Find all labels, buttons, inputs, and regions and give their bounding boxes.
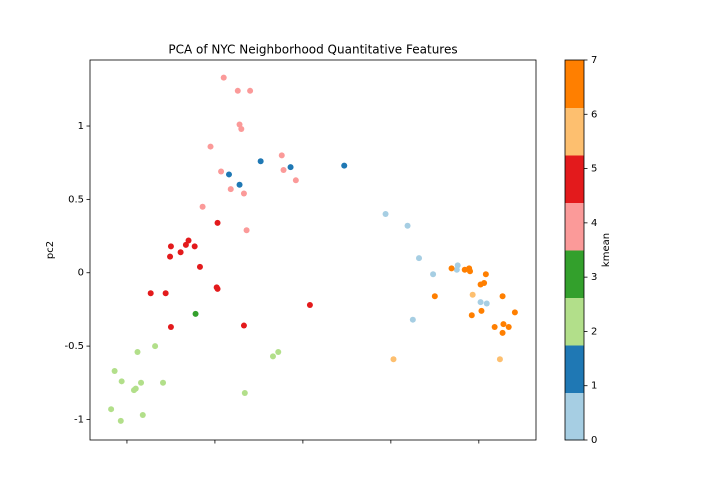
point <box>491 324 498 331</box>
colorbar-segment <box>565 297 584 346</box>
point <box>496 356 503 363</box>
point <box>240 322 247 329</box>
point <box>341 162 348 169</box>
point <box>167 243 174 250</box>
point <box>482 271 489 278</box>
point <box>147 290 154 297</box>
colorbar-tick-label: 2 <box>591 326 597 337</box>
point <box>280 167 287 174</box>
point <box>477 281 484 288</box>
point <box>207 143 214 150</box>
point <box>162 290 169 297</box>
point <box>234 87 241 94</box>
point <box>269 353 276 360</box>
point <box>139 412 146 419</box>
colorbar-segment <box>565 392 584 441</box>
point <box>191 243 198 250</box>
colorbar-segment <box>565 250 584 298</box>
y-tick-label: 0 <box>78 268 84 279</box>
point <box>499 293 506 300</box>
point <box>199 203 206 210</box>
y-tick-label: -0.5 <box>64 341 84 352</box>
point <box>292 177 299 184</box>
point <box>500 321 507 328</box>
point <box>160 379 167 386</box>
point <box>478 307 485 314</box>
chart-title: PCA of NYC Neighborhood Quantitative Fea… <box>168 43 457 57</box>
point <box>218 168 225 175</box>
point <box>390 356 397 363</box>
point <box>409 316 416 323</box>
point <box>214 219 221 226</box>
point <box>240 190 247 197</box>
point <box>511 309 518 316</box>
point <box>227 186 234 193</box>
y-axis-label: pc2 <box>45 241 56 259</box>
point <box>257 158 264 165</box>
point <box>483 300 490 307</box>
point <box>138 379 145 386</box>
y-tick-label: 1 <box>78 121 84 132</box>
colorbar-tick-label: 5 <box>591 164 597 175</box>
point <box>152 343 159 350</box>
point <box>430 271 437 278</box>
point <box>118 378 125 385</box>
point <box>467 268 474 275</box>
point <box>236 181 243 188</box>
point <box>278 152 285 159</box>
point <box>241 390 248 397</box>
point <box>238 125 245 132</box>
point <box>192 310 199 317</box>
point <box>117 417 124 424</box>
colorbar-segment <box>565 107 584 156</box>
colorbar-tick-label: 3 <box>591 272 597 283</box>
point <box>469 291 476 298</box>
point <box>111 368 118 375</box>
point <box>167 253 174 260</box>
point <box>177 249 184 256</box>
point <box>225 171 232 178</box>
colorbar-tick-label: 7 <box>591 55 597 66</box>
colorbar-segment <box>565 60 584 108</box>
colorbar-frame <box>564 59 585 441</box>
point <box>382 211 389 218</box>
point <box>214 285 221 292</box>
point <box>185 237 192 244</box>
colorbar-segment <box>565 345 584 393</box>
point <box>448 265 455 272</box>
plot-frame <box>89 59 537 441</box>
colorbar-tick-label: 4 <box>591 218 597 229</box>
point <box>404 222 411 229</box>
point <box>167 324 174 331</box>
point <box>499 329 506 336</box>
point <box>477 299 484 306</box>
point <box>275 348 282 355</box>
point <box>453 266 460 273</box>
colorbar-tick-label: 0 <box>591 435 597 446</box>
colorbar-label: kmean <box>601 233 612 267</box>
point <box>182 241 189 248</box>
y-tick-label: 0.5 <box>68 194 84 205</box>
colorbar-segment <box>565 155 584 203</box>
point <box>431 293 438 300</box>
point <box>505 324 512 331</box>
y-tick-label: -1 <box>74 414 84 425</box>
point <box>220 74 227 81</box>
point <box>108 406 115 413</box>
point <box>468 312 475 319</box>
point <box>247 87 254 94</box>
point <box>196 263 203 270</box>
point <box>287 164 294 171</box>
point <box>132 385 139 392</box>
colorbar-tick-label: 1 <box>591 381 597 392</box>
colorbar-tick-label: 6 <box>591 109 597 120</box>
point <box>416 255 423 262</box>
point <box>306 302 313 309</box>
point <box>134 348 141 355</box>
point <box>243 227 250 234</box>
colorbar-segment <box>565 202 584 251</box>
